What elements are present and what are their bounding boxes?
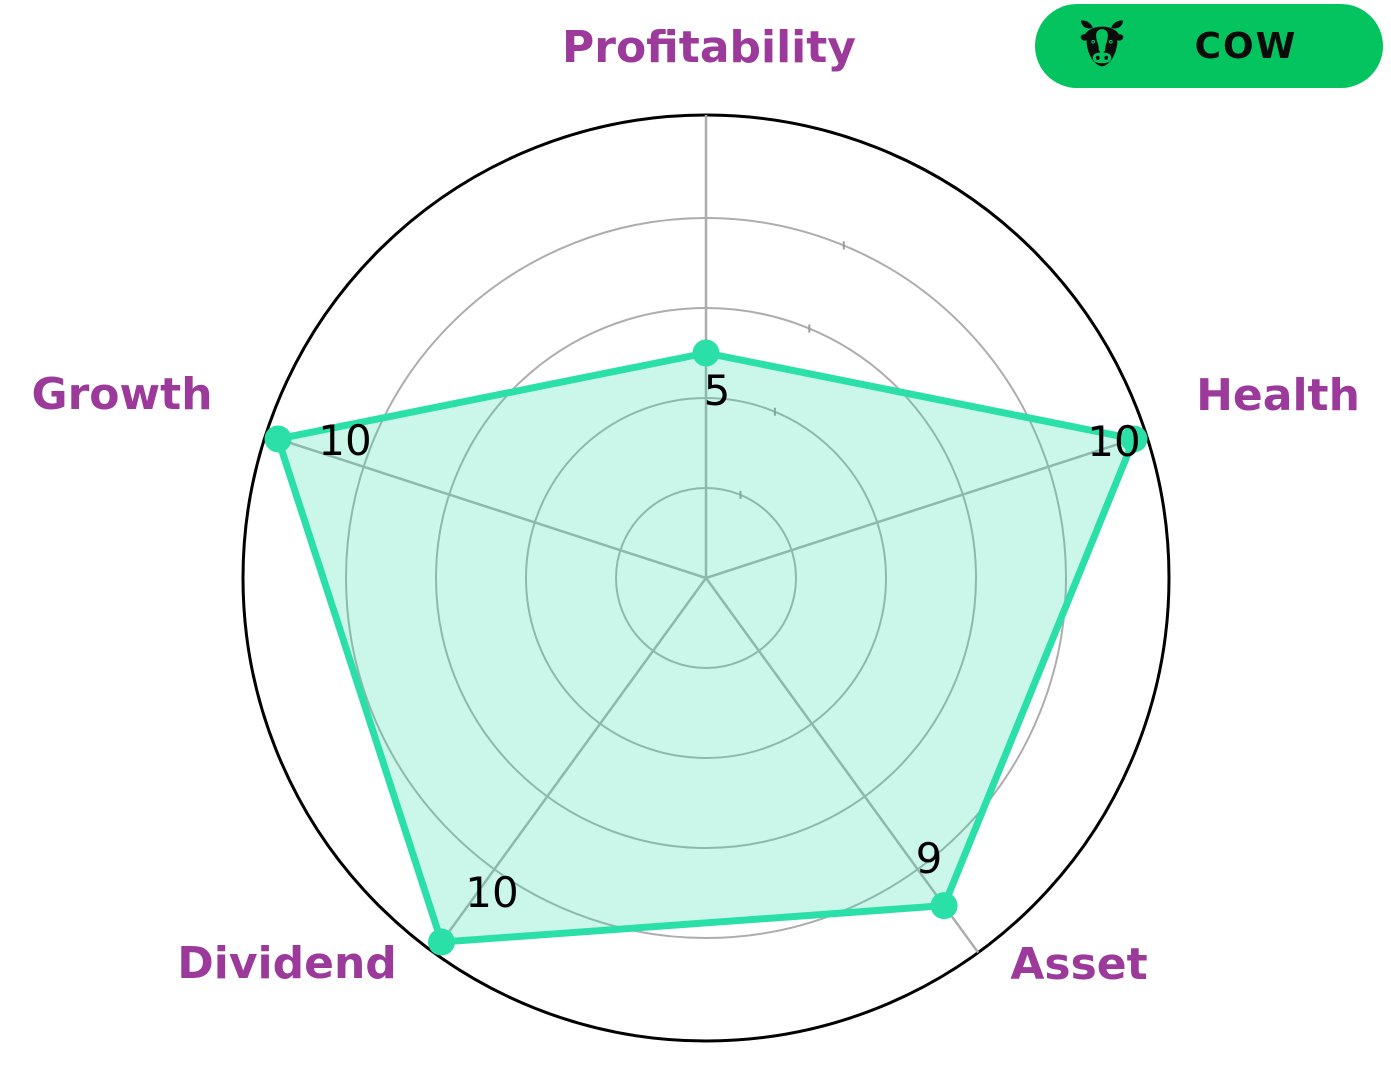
value-label: 10 (465, 868, 518, 917)
data-point (1120, 425, 1148, 453)
axis-spoke (432, 577, 708, 954)
data-point (427, 928, 455, 956)
value-label: 10 (1087, 417, 1140, 466)
value-label: 5 (704, 366, 731, 415)
value-label: 10 (318, 416, 371, 465)
data-point (264, 425, 292, 453)
axis-spoke (265, 433, 707, 580)
ticker-badge[interactable]: COW (1035, 4, 1383, 88)
value-label: 9 (916, 834, 943, 883)
category-label-growth: Growth (31, 369, 212, 420)
data-point (930, 892, 958, 920)
radar-polygon (274, 349, 1138, 946)
data-point (692, 339, 720, 367)
axis-spoke (705, 433, 1147, 580)
category-label-health: Health (1196, 370, 1360, 421)
cow-icon (1080, 20, 1124, 67)
category-label-profitability: Profitability (562, 22, 856, 73)
axis-spoke (704, 577, 980, 954)
category-label-dividend: Dividend (177, 938, 397, 989)
ticker-label: COW (1194, 25, 1298, 67)
category-label-asset: Asset (1010, 939, 1147, 990)
